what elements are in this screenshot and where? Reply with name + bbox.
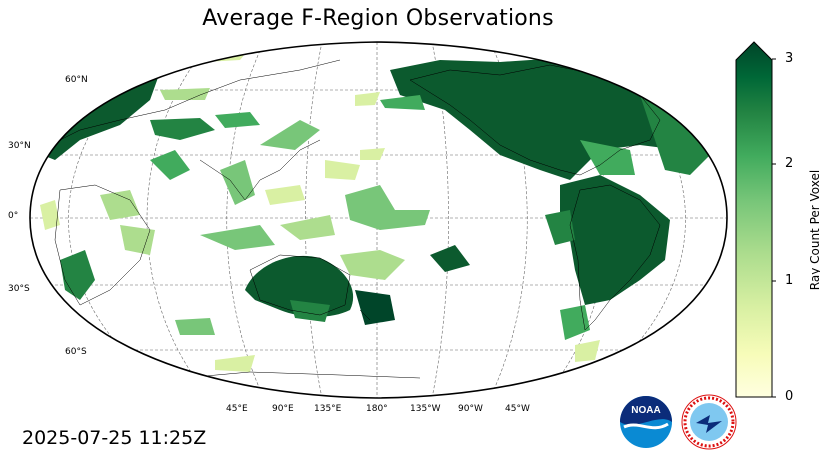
lat-label-0: 0° (8, 211, 19, 221)
colorbar-tick-3: 3 (785, 51, 794, 66)
coastlines (39, 59, 661, 381)
timestamp: 2025-07-25 11:25Z (22, 427, 207, 449)
nws-logo (681, 394, 737, 450)
region-north-america (390, 58, 700, 180)
region-south-america (560, 175, 670, 305)
lon-label-90w: 90°W (458, 404, 483, 414)
region-africa (60, 250, 95, 300)
lon-label-135w: 135°W (410, 404, 441, 414)
region-australia (245, 255, 354, 317)
lat-label-30n: 30°N (8, 141, 31, 151)
lat-label-60s: 60°S (65, 347, 87, 357)
lon-label-45w: 45°W (505, 404, 530, 414)
lat-label-60n: 60°N (65, 75, 88, 85)
globe-outline (29, 41, 728, 399)
lon-label-90e: 90°E (272, 404, 294, 414)
lon-label-45e: 45°E (226, 404, 248, 414)
colorbar-tick-2: 2 (785, 156, 794, 171)
colorbar-tick-0: 0 (785, 389, 794, 404)
noaa-logo-text: NOAA (631, 405, 660, 416)
lon-label-135e: 135°E (314, 404, 342, 414)
colorbar-tick-1: 1 (785, 273, 794, 288)
colorbar-label: Ray Count Per Voxel (808, 169, 820, 291)
map-title: Average F-Region Observations (202, 6, 554, 31)
lat-label-30s: 30°S (8, 284, 30, 294)
colorbar (735, 41, 776, 398)
noaa-logo: NOAA (620, 396, 672, 448)
region-central-asia (150, 150, 190, 180)
lon-label-180: 180° (366, 404, 388, 414)
region-central-pacific (345, 185, 430, 230)
